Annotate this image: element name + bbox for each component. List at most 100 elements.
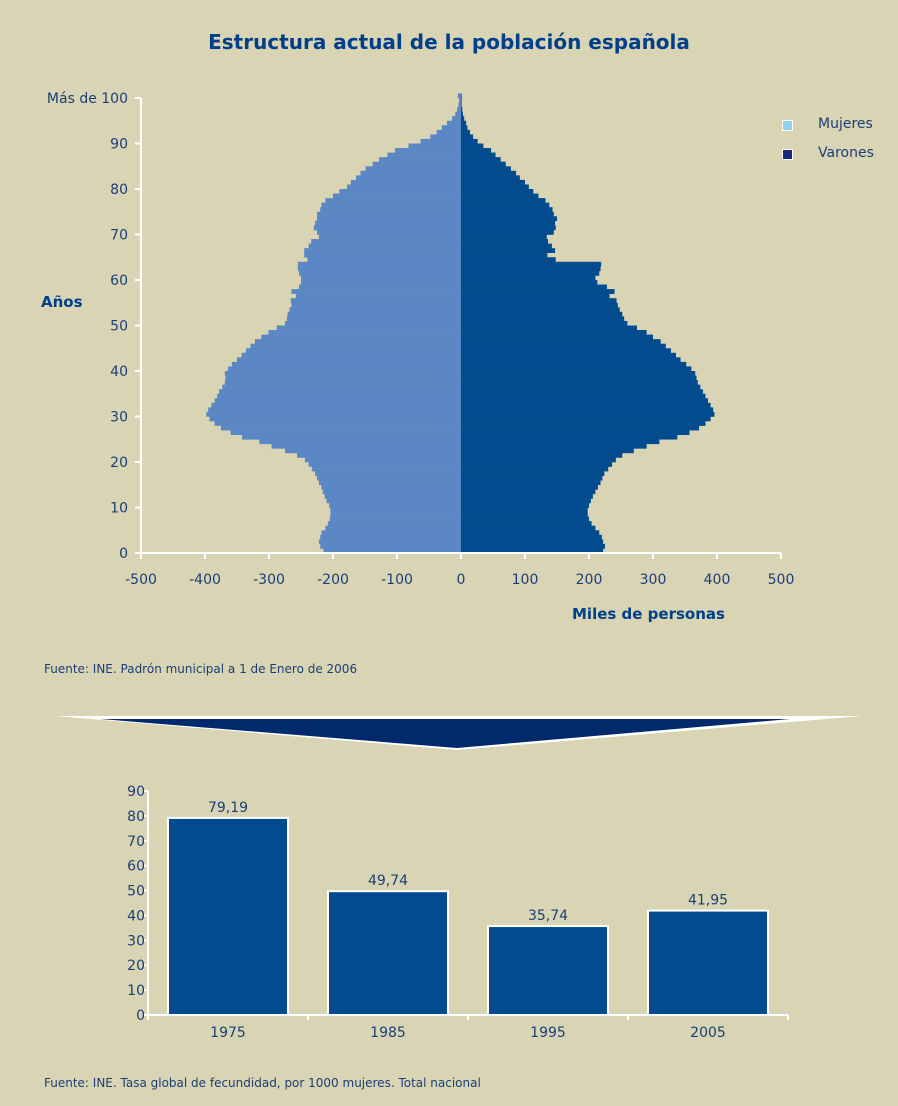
bar-varones-age-98 [461,102,462,108]
bar-mujeres-age-4 [321,530,461,536]
fertility-value-label: 79,19 [208,800,248,816]
bar-mujeres-age-16 [317,475,461,481]
bar-varones-age-80 [461,184,529,190]
bar-varones-age-4 [461,530,600,536]
bar-varones-age-70 [461,229,554,235]
bar-mujeres-age-84 [365,166,461,172]
bar-mujeres-age-3 [320,534,461,540]
bar-varones-age-51 [461,316,625,322]
bar-varones-age-7 [461,516,589,522]
bar-mujeres-age-77 [325,198,461,203]
bar-varones-age-68 [461,239,549,244]
fertility-bar-1995 [487,925,609,1016]
bar-mujeres-age-10 [329,502,461,508]
fertility-bar-2005 [647,909,769,1017]
bar-varones-age-95 [461,116,465,122]
fertility-category-label: 1975 [210,1025,246,1041]
bar-varones-age-60 [461,275,596,281]
bar-mujeres-age-59 [301,280,461,285]
bar-mujeres-age-14 [321,484,461,490]
pyramid-y-tick-label: 80 [110,182,128,198]
bar-varones-age-47 [461,334,653,340]
bar-varones-age-74 [461,211,554,217]
bar-varones-age-0 [461,548,604,554]
bar-mujeres-age-88 [395,148,461,153]
bar-mujeres-age-9 [330,507,461,513]
bar-varones-age-22 [461,448,634,454]
bar-mujeres-age-45 [250,343,461,349]
bar-mujeres-age-91 [430,134,461,140]
bar-mujeres-age-63 [297,261,461,267]
legend-swatch-varones [782,149,793,160]
bar-mujeres-age-67 [308,243,461,249]
bar-mujeres-age-53 [289,307,461,313]
bar-varones-age-63 [461,261,602,267]
bar-varones-age-29 [461,416,711,422]
bar-mujeres-age-35 [219,389,461,395]
bar-varones-age-77 [461,198,546,203]
bar-varones-age-56 [461,293,610,299]
bar-mujeres-age-94 [446,120,461,126]
bar-mujeres-age-51 [286,316,461,322]
bar-varones-age-31 [461,407,714,413]
bar-varones-age-33 [461,398,709,404]
bar-varones-age-69 [461,234,547,240]
bar-mujeres-age-68 [311,239,461,244]
bar-mujeres-age-69 [318,234,461,240]
bar-mujeres-age-7 [329,516,461,522]
bar-varones-age-40 [461,366,692,372]
bar-varones-age-15 [461,480,601,486]
pyramid-y-tick-label: 10 [110,501,128,517]
bar-varones-age-20 [461,457,616,463]
bar-mujeres-age-15 [318,480,461,486]
fertility-y-tick-label: 10 [127,983,145,999]
bar-varones-age-48 [461,330,647,335]
bar-mujeres-age-55 [290,298,461,304]
bar-varones-age-26 [461,430,690,435]
pyramid-source-note: Fuente: INE. Padrón municipal a 1 de Ene… [44,662,358,676]
fertility-value-label: 49,74 [368,873,408,889]
bar-varones-age-23 [461,443,647,449]
bar-varones-age-55 [461,298,617,304]
bar-varones-age-46 [461,339,661,344]
fertility-y-tick-label: 60 [127,859,145,875]
bar-mujeres-age-30 [206,411,461,417]
bar-varones-age-58 [461,284,607,290]
pyramid-y-tick-label: 40 [110,364,128,380]
fertility-value-label: 41,95 [688,893,728,909]
bar-mujeres-age-92 [436,129,461,135]
bar-varones-age-11 [461,498,591,504]
fertility-y-tick-label: 20 [127,958,145,974]
bar-varones-age-32 [461,402,711,408]
bar-varones-age-28 [461,421,706,426]
bar-varones-age-1 [461,543,605,549]
bar-varones-age-76 [461,202,550,208]
bar-varones-age-38 [461,375,697,381]
bar-mujeres-age-43 [241,352,461,358]
bar-varones-age-49 [461,325,637,331]
fertility-y-tick-label: 90 [127,784,145,800]
bar-varones-age-67 [461,243,552,249]
bar-varones-age-61 [461,270,600,276]
bar-mujeres-age-21 [297,452,461,458]
bar-mujeres-age-46 [254,339,461,344]
legend-label-mujeres: Mujeres [818,116,873,132]
pyramid-x-tick-label: 300 [640,572,667,588]
bar-varones-age-41 [461,361,687,367]
bar-mujeres-age-36 [222,384,461,390]
pyramid-y-tick-label: Más de 100 [47,91,128,107]
bar-mujeres-age-81 [350,179,461,185]
bar-mujeres-age-27 [221,425,461,431]
bar-varones-age-45 [461,343,666,349]
bar-varones-age-99 [461,98,462,103]
bar-varones-age-3 [461,534,602,540]
bar-mujeres-age-17 [315,471,461,476]
bar-varones-age-88 [461,148,492,153]
bar-mujeres-age-29 [209,416,461,422]
bar-varones-age-50 [461,320,628,326]
bar-varones-age-65 [461,252,548,258]
pyramid-x-tick-label: -500 [125,572,157,588]
fertility-category-label: 1985 [370,1025,406,1041]
